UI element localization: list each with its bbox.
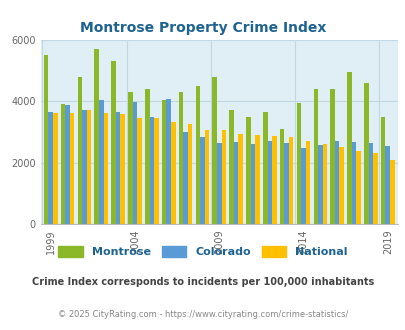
- Bar: [216, 143, 221, 224]
- Bar: [48, 112, 53, 224]
- Bar: [271, 136, 276, 224]
- Bar: [334, 141, 339, 224]
- Text: © 2025 CityRating.com - https://www.cityrating.com/crime-statistics/: © 2025 CityRating.com - https://www.city…: [58, 310, 347, 319]
- Bar: [94, 49, 99, 224]
- Bar: [166, 99, 171, 224]
- Bar: [178, 92, 183, 224]
- Bar: [154, 118, 158, 224]
- Bar: [111, 61, 115, 224]
- Bar: [339, 148, 343, 224]
- Bar: [380, 116, 384, 224]
- Bar: [363, 83, 368, 224]
- Bar: [356, 151, 360, 224]
- Text: Montrose Property Crime Index: Montrose Property Crime Index: [80, 21, 325, 35]
- Bar: [233, 142, 238, 224]
- Bar: [255, 135, 259, 224]
- Bar: [99, 100, 103, 224]
- Bar: [115, 112, 120, 224]
- Bar: [284, 143, 288, 224]
- Text: Crime Index corresponds to incidents per 100,000 inhabitants: Crime Index corresponds to incidents per…: [32, 278, 373, 287]
- Bar: [65, 105, 70, 224]
- Bar: [183, 132, 188, 224]
- Bar: [120, 114, 125, 224]
- Bar: [296, 103, 301, 224]
- Bar: [250, 144, 255, 224]
- Bar: [132, 102, 137, 224]
- Bar: [305, 141, 309, 224]
- Bar: [238, 134, 242, 224]
- Bar: [229, 111, 233, 224]
- Bar: [195, 86, 200, 224]
- Bar: [188, 124, 192, 224]
- Bar: [346, 72, 351, 224]
- Bar: [87, 111, 91, 224]
- Bar: [162, 100, 166, 224]
- Bar: [301, 148, 305, 224]
- Bar: [171, 122, 175, 224]
- Bar: [200, 137, 204, 224]
- Bar: [145, 89, 149, 224]
- Bar: [128, 92, 132, 224]
- Bar: [330, 89, 334, 224]
- Bar: [70, 113, 74, 224]
- Bar: [44, 55, 48, 224]
- Bar: [279, 129, 283, 224]
- Legend: Montrose, Colorado, National: Montrose, Colorado, National: [54, 242, 351, 261]
- Bar: [372, 153, 377, 224]
- Bar: [389, 160, 394, 224]
- Bar: [204, 130, 209, 224]
- Bar: [221, 130, 226, 224]
- Bar: [53, 113, 58, 224]
- Bar: [245, 116, 250, 224]
- Bar: [351, 142, 356, 224]
- Bar: [82, 111, 87, 224]
- Bar: [313, 89, 317, 224]
- Bar: [137, 118, 141, 224]
- Bar: [103, 113, 108, 224]
- Bar: [149, 116, 154, 224]
- Bar: [77, 77, 82, 224]
- Bar: [288, 137, 293, 224]
- Bar: [262, 112, 267, 224]
- Bar: [61, 104, 65, 224]
- Bar: [267, 141, 271, 224]
- Bar: [368, 143, 372, 224]
- Bar: [322, 144, 326, 224]
- Bar: [384, 146, 389, 224]
- Bar: [212, 77, 216, 224]
- Bar: [317, 145, 322, 224]
